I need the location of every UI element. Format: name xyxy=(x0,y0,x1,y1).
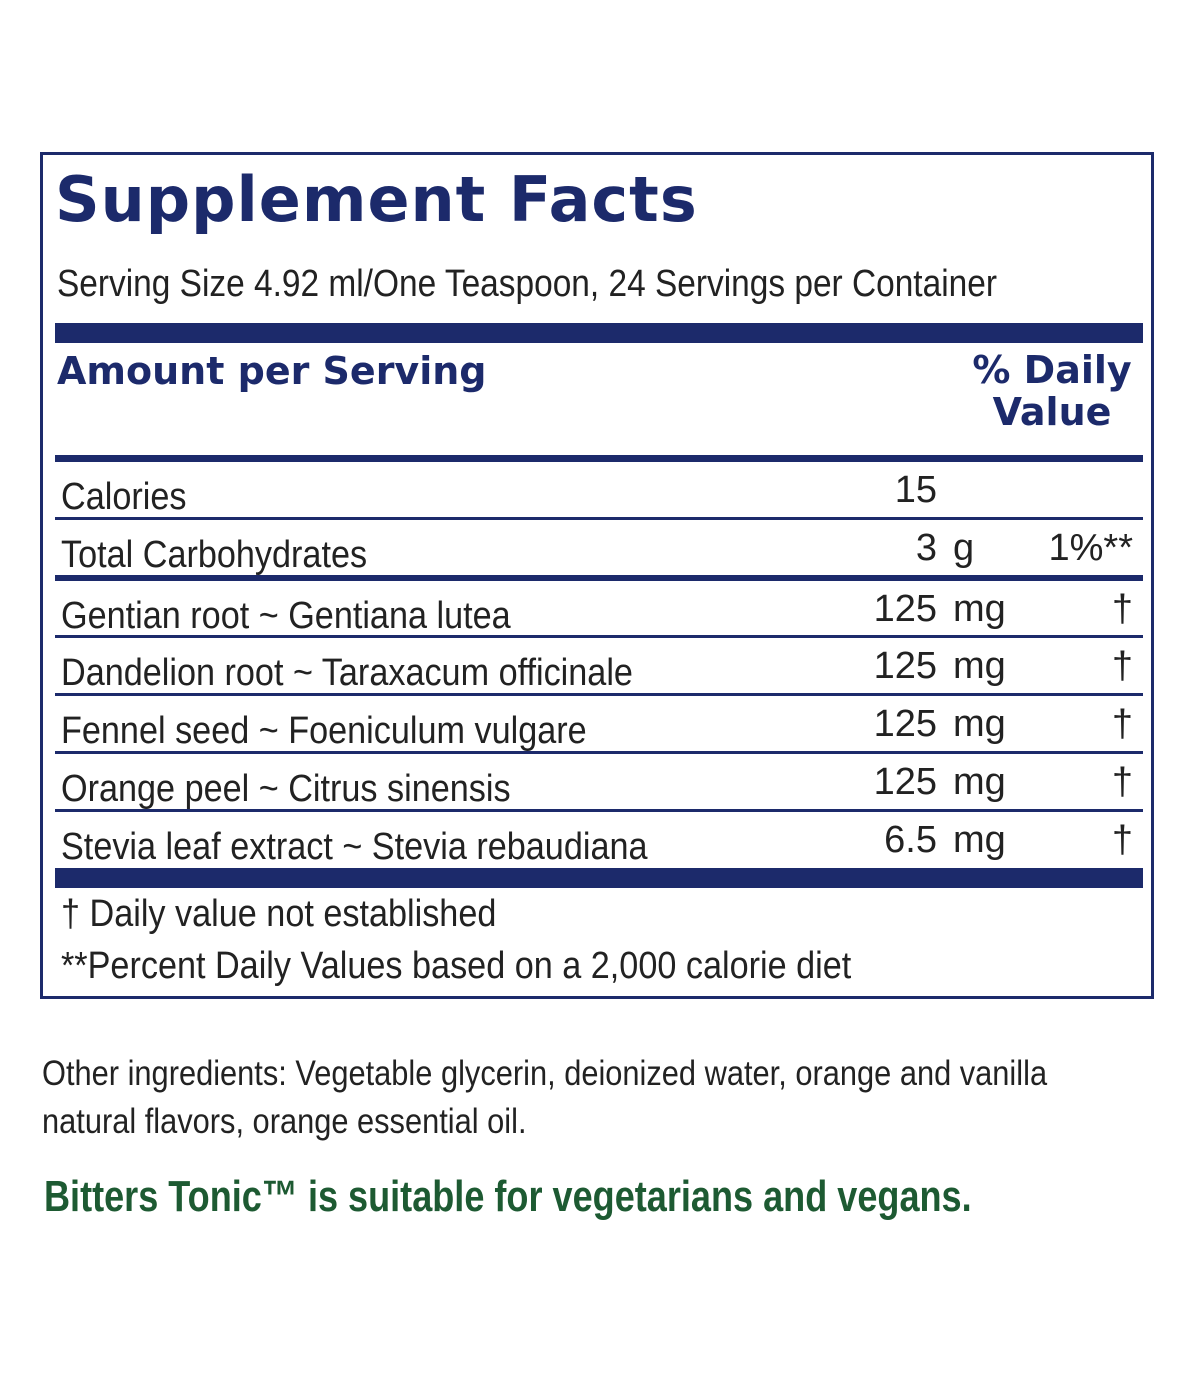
row-divider xyxy=(55,693,1143,696)
row-unit: g xyxy=(953,527,975,569)
row-amount: 125 xyxy=(873,645,937,687)
row-name: Dandelion root ~ Taraxacum officinale xyxy=(61,652,633,694)
footnote-percent: **Percent Daily Values based on a 2,000 … xyxy=(61,945,852,987)
row-divider xyxy=(55,635,1143,638)
row-name: Total Carbohydrates xyxy=(61,534,368,576)
daily-value-header-line2: Value xyxy=(992,390,1112,434)
row-daily-value: † xyxy=(1111,761,1133,803)
row-amount: 6.5 xyxy=(884,819,937,861)
divider-header-bottom xyxy=(55,455,1143,462)
row-unit: mg xyxy=(953,819,1006,861)
footnote-dagger: † Daily value not established xyxy=(61,893,497,935)
serving-size: Serving Size 4.92 ml/One Teaspoon, 24 Se… xyxy=(57,263,997,305)
row-amount: 125 xyxy=(873,703,937,745)
table-row: Stevia leaf extract ~ Stevia rebaudiana … xyxy=(55,812,1143,868)
row-daily-value: † xyxy=(1111,819,1133,861)
row-unit: mg xyxy=(953,761,1006,803)
row-name: Stevia leaf extract ~ Stevia rebaudiana xyxy=(61,826,648,868)
table-row: Total Carbohydrates 3 g 1%** xyxy=(55,520,1143,576)
row-daily-value: † xyxy=(1111,645,1133,687)
panel-title: Supplement Facts xyxy=(55,163,698,236)
row-divider xyxy=(55,517,1143,520)
row-daily-value: † xyxy=(1111,703,1133,745)
daily-value-header-line1: % Daily xyxy=(972,348,1132,392)
table-row: Gentian root ~ Gentiana lutea 125 mg † xyxy=(55,581,1143,637)
row-daily-value: 1%** xyxy=(1048,527,1134,569)
row-name: Fennel seed ~ Foeniculum vulgare xyxy=(61,710,587,752)
row-unit: mg xyxy=(953,703,1006,745)
table-row: Dandelion root ~ Taraxacum officinale 12… xyxy=(55,638,1143,694)
row-amount: 3 xyxy=(915,527,937,569)
row-name: Calories xyxy=(61,476,187,518)
row-daily-value: † xyxy=(1111,588,1133,630)
table-row: Calories 15 xyxy=(55,462,1143,518)
divider-thick-top xyxy=(55,323,1143,343)
table-row: Fennel seed ~ Foeniculum vulgare 125 mg … xyxy=(55,696,1143,752)
amount-per-serving-header: Amount per Serving xyxy=(57,349,487,393)
other-ingredients: Other ingredients: Vegetable glycerin, d… xyxy=(42,1054,1048,1141)
divider-thick-bottom xyxy=(55,868,1143,888)
row-unit: mg xyxy=(953,645,1006,687)
row-divider xyxy=(55,809,1143,812)
row-name: Orange peel ~ Citrus sinensis xyxy=(61,768,511,810)
row-name: Gentian root ~ Gentiana lutea xyxy=(61,595,511,637)
row-divider xyxy=(55,751,1143,754)
table-row: Orange peel ~ Citrus sinensis 125 mg † xyxy=(55,754,1143,810)
supplement-facts-panel: Supplement Facts Serving Size 4.92 ml/On… xyxy=(40,152,1154,999)
vegan-note: Bitters Tonic™ is suitable for vegetaria… xyxy=(44,1172,972,1221)
row-amount: 125 xyxy=(873,761,937,803)
divider-thick-mid xyxy=(55,575,1143,581)
daily-value-header: % Daily Value xyxy=(967,349,1137,433)
row-unit: mg xyxy=(953,588,1006,630)
row-amount: 125 xyxy=(873,588,937,630)
row-amount: 15 xyxy=(894,469,937,511)
